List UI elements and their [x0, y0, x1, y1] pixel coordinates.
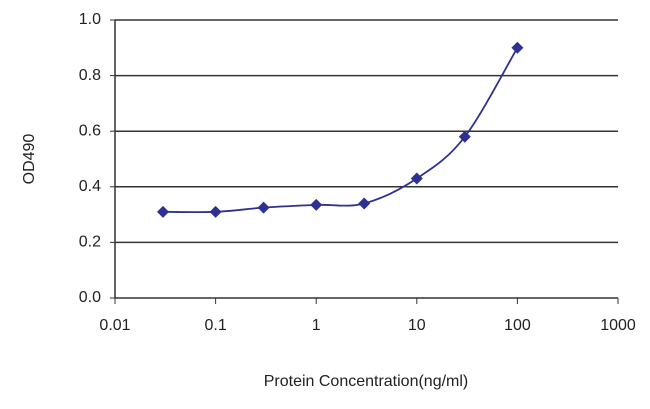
x-tick-label: 10	[408, 317, 426, 334]
x-axis-label: Protein Concentration(ng/ml)	[264, 373, 469, 390]
data-point	[156, 205, 169, 218]
data-point	[511, 41, 524, 54]
x-tick-label: 0.1	[204, 317, 226, 334]
x-tick-label: 1000	[600, 317, 636, 334]
y-tick-label: 0.4	[79, 178, 101, 195]
data-point	[410, 172, 423, 185]
data-point	[310, 198, 323, 211]
data-point	[257, 201, 270, 214]
x-tick-label: 0.01	[99, 317, 130, 334]
y-tick-label: 1.0	[79, 11, 101, 28]
data-point	[358, 197, 371, 210]
y-tick-label: 0.6	[79, 122, 101, 139]
y-axis-label: OD490	[21, 134, 38, 185]
y-tick-label: 0.2	[79, 234, 101, 251]
y-tick-label: 0.8	[79, 67, 101, 84]
x-tick-label: 100	[504, 317, 531, 334]
data-point	[458, 130, 471, 143]
data-point	[209, 205, 222, 218]
x-tick-label: 1	[312, 317, 321, 334]
y-tick-label: 0.0	[79, 289, 101, 306]
